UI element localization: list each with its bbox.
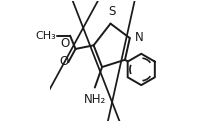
Text: S: S <box>108 5 115 18</box>
Text: N: N <box>135 31 144 44</box>
Text: NH₂: NH₂ <box>84 93 106 106</box>
Text: O: O <box>59 55 69 68</box>
Text: O: O <box>60 37 69 50</box>
Text: CH₃: CH₃ <box>36 31 56 41</box>
